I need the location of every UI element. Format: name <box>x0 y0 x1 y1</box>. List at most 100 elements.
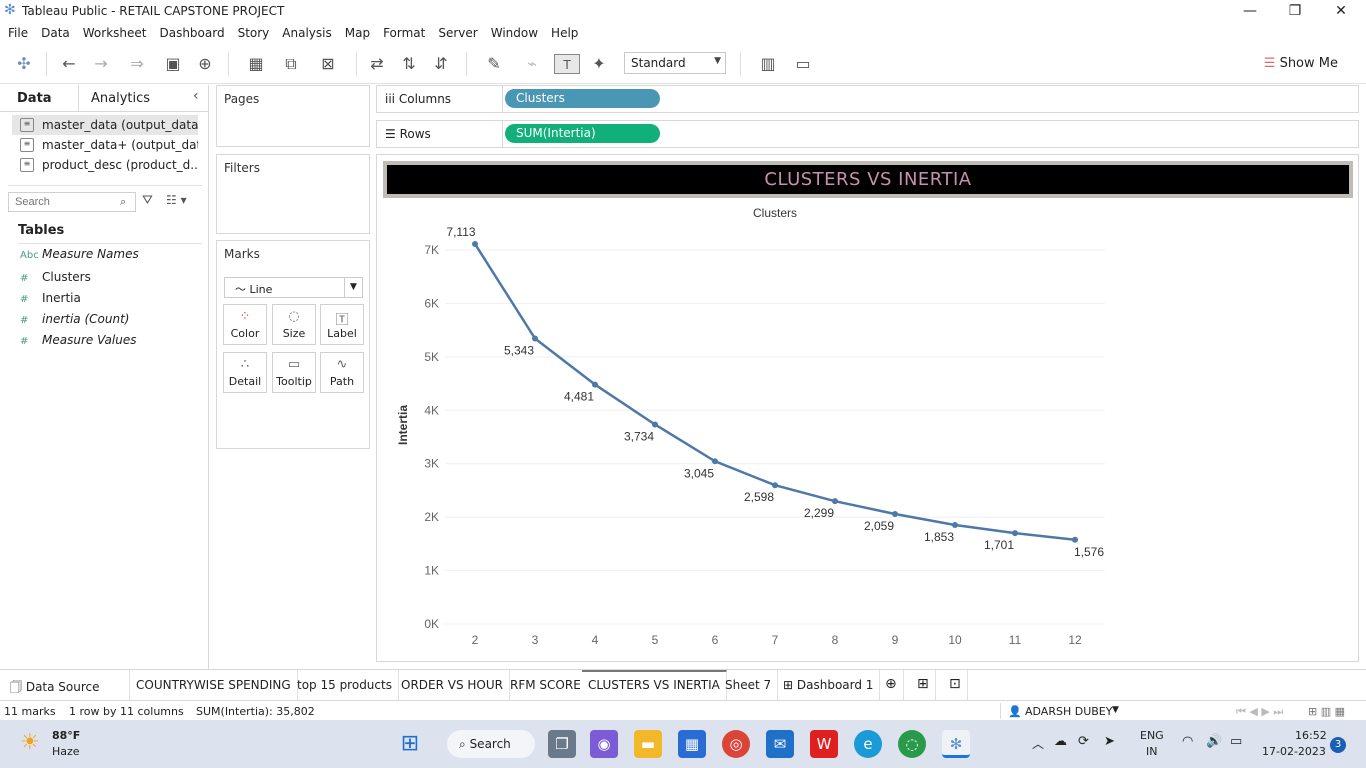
menu-map[interactable]: Map <box>344 26 371 40</box>
tab-countrywise-spending[interactable]: COUNTRYWISE SPENDING <box>130 670 298 700</box>
teams-chat-icon[interactable]: ◉ <box>590 730 618 758</box>
field-clusters[interactable]: # Clusters <box>20 270 91 284</box>
field-measure-names[interactable]: Abc Measure Names <box>20 247 139 261</box>
swap-rows-columns-icon[interactable]: ⇄ <box>370 54 384 73</box>
user-name[interactable]: ADARSH DUBEY <box>1025 705 1113 718</box>
pages-card[interactable]: Pages <box>216 85 370 147</box>
pin-axes-icon[interactable]: ✦ <box>592 54 606 73</box>
presentation-mode-icon[interactable]: ▭ <box>795 54 811 73</box>
sort-ascending-icon[interactable]: ⇅ <box>402 54 416 73</box>
data-source-item[interactable]: ≡ master_data (output_data) <box>12 115 198 135</box>
restore-icon[interactable]: ❐ <box>1288 3 1302 19</box>
data-source-item[interactable]: ≡ master_data+ (output_data) <box>12 135 198 155</box>
tab-analytics[interactable]: Analytics <box>91 91 151 106</box>
volume-icon[interactable]: 🔊 <box>1206 734 1223 749</box>
menu-format[interactable]: Format <box>383 26 426 40</box>
redo-icon[interactable]: → <box>94 54 108 73</box>
field-inertia[interactable]: # Inertia <box>20 291 81 305</box>
data-source-item[interactable]: ≡ product_desc (product_d... <box>12 155 198 175</box>
label-button[interactable]: 🅃 Label <box>320 304 364 345</box>
tab-order-vs-hour[interactable]: ORDER VS HOUR <box>395 670 510 700</box>
app-ring-icon[interactable]: ◌ <box>898 730 926 758</box>
close-icon[interactable]: ✕ <box>1335 3 1347 19</box>
battery-icon[interactable]: ▭ <box>1230 734 1243 749</box>
tab-clusters-vs-inertia[interactable]: CLUSTERS VS INERTIA <box>582 670 727 700</box>
wps-office-icon[interactable]: W <box>810 730 838 758</box>
field-inertia-count[interactable]: # inertia (Count) <box>20 312 129 326</box>
menu-data[interactable]: Data <box>41 26 70 40</box>
wifi-icon[interactable]: ◠ <box>1182 734 1194 749</box>
menu-analysis[interactable]: Analysis <box>282 26 332 40</box>
menu-window[interactable]: Window <box>490 26 539 40</box>
menu-server[interactable]: Server <box>438 26 478 40</box>
show-cards-icon[interactable]: ▥ <box>760 54 776 73</box>
mail-icon[interactable]: ✉ <box>766 730 794 758</box>
tab-dashboard-1[interactable]: ⊞ Dashboard 1 <box>777 670 881 700</box>
rows-shelf[interactable]: ☰ Rows SUM(Intertia) <box>376 120 1359 148</box>
view-options-icon[interactable]: ☷ ▾ <box>166 193 187 207</box>
group-members-icon[interactable]: ⌁ <box>527 54 537 73</box>
onedrive-icon[interactable]: ☁ <box>1054 734 1067 749</box>
columns-shelf[interactable]: iii Columns Clusters <box>376 85 1359 113</box>
filters-card[interactable]: Filters <box>216 154 370 234</box>
edge-icon[interactable]: e <box>854 730 882 758</box>
detail-button[interactable]: ∴ Detail <box>223 352 267 393</box>
sheet-sorter-icon[interactable]: ⊞ ▥ ▦ <box>1308 705 1345 718</box>
fit-dropdown[interactable]: Standard ▼ <box>624 52 726 74</box>
filter-icon[interactable]: ⛛ <box>142 193 153 208</box>
show-mark-labels-icon[interactable]: T <box>554 54 580 74</box>
new-worksheet-icon[interactable]: ▦ <box>248 54 264 73</box>
new-story-icon[interactable]: ⊡ <box>943 670 968 700</box>
duplicate-sheet-icon[interactable]: ⧉ <box>285 54 297 73</box>
show-me-button[interactable]: ☰ Show Me <box>1264 56 1338 71</box>
tab-rfm-score[interactable]: RFM SCORE <box>504 670 588 700</box>
clock-time[interactable]: 16:52 <box>1295 729 1327 742</box>
temperature[interactable]: 88°F <box>52 729 81 742</box>
clusters-pill[interactable]: Clusters <box>505 89 660 108</box>
sum-intertia-pill[interactable]: SUM(Intertia) <box>505 124 660 143</box>
collapse-pane-icon[interactable]: ‹ <box>193 88 199 104</box>
tooltip-button[interactable]: ▭ Tooltip <box>272 352 316 393</box>
minimize-icon[interactable]: — <box>1243 3 1257 19</box>
hidden-icons-chevron-icon[interactable]: ︿ <box>1032 737 1045 751</box>
microsoft-store-icon[interactable]: ▦ <box>678 730 706 758</box>
x-tick-label: 4 <box>592 633 599 647</box>
menu-story[interactable]: Story <box>237 26 270 40</box>
tab-data-source[interactable]: 🗍 Data Source <box>4 670 130 700</box>
tab-sheet-7[interactable]: Sheet 7 <box>719 670 779 700</box>
language-eng[interactable]: ENG <box>1140 729 1164 742</box>
tab-top-15-products[interactable]: top 15 products <box>291 670 399 700</box>
mark-type-dropdown[interactable]: 〜 Line ▼ <box>224 277 363 298</box>
menu-dashboard[interactable]: Dashboard <box>159 26 225 40</box>
taskbar-search[interactable]: ⌕ Search <box>447 730 535 758</box>
path-button[interactable]: ∿ Path <box>320 352 364 393</box>
highlight-icon[interactable]: ✎ <box>487 54 501 73</box>
tableau-home-icon[interactable]: ✣ <box>17 54 31 73</box>
file-explorer-icon[interactable]: ▬ <box>634 730 662 758</box>
replay-icon[interactable]: ⇒ <box>130 54 144 73</box>
new-dashboard-icon[interactable]: ⊞ <box>911 670 936 700</box>
undo-icon[interactable]: ← <box>62 54 76 73</box>
color-button[interactable]: ⁘ Color <box>223 304 267 345</box>
new-data-source-icon[interactable]: ⊕ <box>198 54 212 73</box>
field-search-input[interactable] <box>8 192 136 212</box>
new-worksheet-icon[interactable]: ⊕ <box>879 670 904 700</box>
tableau-taskbar-icon[interactable]: ✻ <box>942 730 970 758</box>
location-icon[interactable]: ➤ <box>1104 734 1115 749</box>
menu-help[interactable]: Help <box>551 26 579 40</box>
field-measure-values[interactable]: # Measure Values <box>20 333 136 347</box>
notification-badge[interactable]: 3 <box>1330 737 1346 753</box>
sheet-navigation-icon[interactable]: ⏮ ◀ ▶ ⏭ <box>1236 705 1284 718</box>
menu-file[interactable]: File <box>8 26 29 40</box>
clear-sheet-icon[interactable]: ⊠ <box>321 54 335 73</box>
task-view-icon[interactable]: ❐ <box>548 730 576 758</box>
sync-icon[interactable]: ⟳ <box>1078 734 1089 749</box>
menu-worksheet[interactable]: Worksheet <box>82 26 147 40</box>
tab-data[interactable]: Data <box>17 91 52 106</box>
chrome-icon[interactable]: ◎ <box>722 730 750 758</box>
start-windows-icon[interactable]: ⊞ <box>400 731 420 756</box>
size-button[interactable]: ◌ Size <box>272 304 316 345</box>
user-menu-chevron-icon[interactable]: ▼ <box>1112 705 1119 715</box>
sort-descending-icon[interactable]: ⇵ <box>434 54 448 73</box>
save-icon[interactable]: ▣ <box>165 54 181 73</box>
